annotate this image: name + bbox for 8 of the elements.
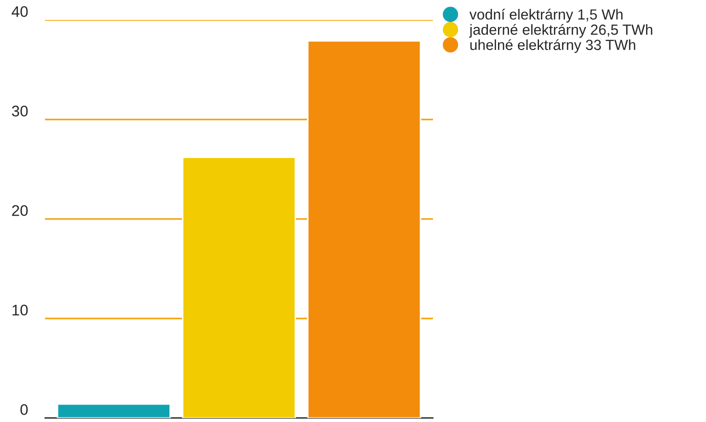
- y-tick-label: 40: [12, 6, 28, 17]
- legend-label: vodní elektrárny 1,5 Wh: [469, 8, 622, 23]
- y-tick-label: 20: [12, 205, 28, 216]
- y-tick-label: 30: [12, 106, 28, 116]
- y-tick-label: 10: [12, 304, 28, 316]
- legend-label: jaderné elektrárny 26,5 TWh: [469, 24, 652, 38]
- y-tick-label: 0: [20, 404, 28, 415]
- legend-label: uhelné elektrárny 33 TWh: [470, 39, 636, 53]
